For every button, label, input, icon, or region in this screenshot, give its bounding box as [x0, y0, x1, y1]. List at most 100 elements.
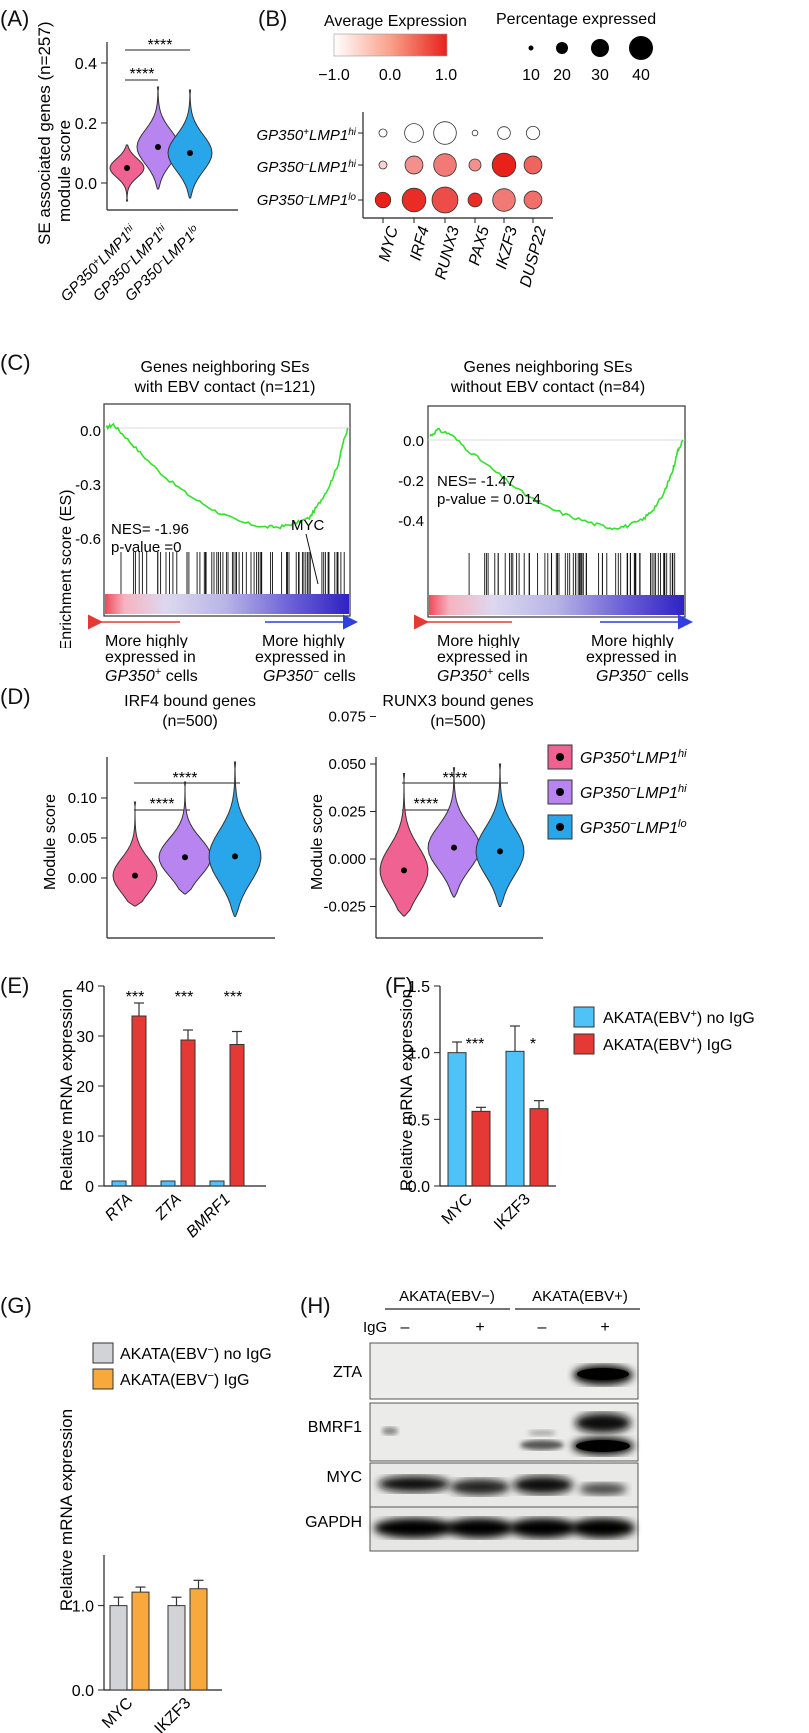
- e-ylabel: Relative mRNA expression: [57, 989, 76, 1191]
- d-right-ylabel: Module score: [309, 794, 326, 890]
- y-axis-label-a-1: SE associated genes (n=257): [35, 21, 54, 245]
- f-legend-0: AKATA(EBV+) no IgG: [603, 1008, 755, 1027]
- g-legend: AKATA(EBV−) no IgG AKATA(EBV−) IgG: [92, 1342, 272, 1390]
- pct-title: Percentage expressed: [496, 11, 656, 28]
- western-blot-h: AKATA(EBV−) AKATA(EBV+) IgG – + – + ZTA …: [305, 1288, 640, 1552]
- median-point-a-0: [124, 165, 130, 171]
- median-point-d-left-2: [232, 853, 238, 860]
- avg-tick-2: 1.0: [435, 67, 457, 84]
- blot-zta: [369, 1342, 639, 1400]
- h-igg-1: +: [475, 1319, 484, 1336]
- d-left-title-2: (n=500): [162, 713, 218, 730]
- dot-b-2-3: [467, 192, 483, 208]
- dot-b-2-1: [401, 187, 427, 213]
- c-left-arrow-right-3: GP350− cells: [263, 666, 356, 685]
- g-bar-0-0: [109, 1605, 128, 1691]
- pct-tick-0: 10: [522, 67, 540, 84]
- d-legend-0: GP350+LMP1hi: [580, 748, 687, 767]
- panel-label-f: (F): [385, 973, 414, 998]
- violin-a-2: [167, 89, 213, 199]
- dot-b-0-0: [378, 128, 388, 138]
- e-bar-1-0: [160, 1180, 176, 1187]
- f-sig-0: ***: [466, 1036, 485, 1053]
- e-xtick-0: RTA: [102, 1191, 136, 1225]
- c-left-ytick-0: 0.0: [80, 423, 101, 440]
- dot-b-0-5: [525, 125, 541, 141]
- dot-b-1-1: [404, 155, 424, 175]
- d-left-ytick-2: 0.10: [68, 790, 97, 807]
- violin-d-left-2: [208, 761, 262, 917]
- d-left-sig-0: ****: [150, 796, 175, 813]
- dot-b-0-4: [497, 126, 511, 140]
- dot-plot-b: Average Expression −1.0 0.0 1.0 Percenta…: [256, 11, 656, 289]
- y-tick-a-0: 0.0: [75, 176, 97, 193]
- col-label-b-4: IKZF3: [493, 225, 521, 272]
- panel-label-d: (D): [0, 684, 31, 709]
- bar-chart-g: Relative mRNA expression AKATA(EBV−) no …: [57, 1342, 272, 1733]
- dot-b-2-2: [431, 186, 459, 214]
- median-point-d-left-0: [132, 872, 138, 879]
- dot-b-1-2: [433, 153, 457, 177]
- g-bar-1-0: [167, 1605, 186, 1691]
- row-label-b-0: GP350+LMP1hi: [256, 127, 356, 145]
- c-left-myc-annot: MYC: [291, 517, 325, 534]
- e-bar-0-1: [131, 1015, 147, 1187]
- f-xtick-0: MYC: [439, 1191, 476, 1228]
- dot-b-1-5: [523, 155, 543, 175]
- d-right-title-1: RUNX3 bound genes: [382, 693, 533, 710]
- violin-chart-a: SE associated genes (n=257) module score…: [35, 21, 238, 300]
- median-point-d-right-2: [497, 848, 503, 855]
- f-bar-1-1: [529, 1108, 549, 1187]
- e-bar-1-1: [180, 1039, 196, 1187]
- avg-expr-title: Average Expression: [324, 13, 467, 30]
- h-group-1: AKATA(EBV−): [399, 1288, 495, 1305]
- c-left-arrow-left-2: expressed in: [105, 649, 196, 666]
- g-legend-0: AKATA(EBV−) no IgG: [120, 1344, 272, 1363]
- violin-d-right-0: [379, 773, 429, 917]
- median-point-d-right-0: [401, 867, 407, 874]
- c-right-pval: p-value = 0.014: [437, 491, 541, 508]
- c-right-ytick-2: -0.4: [398, 513, 424, 530]
- c-left-arrow-right-1: More highly: [262, 633, 345, 648]
- h-group-2: AKATA(EBV+): [532, 1288, 628, 1305]
- panel-c: (C) Genes neighboring SEs with EBV conta…: [0, 348, 809, 685]
- gsea-plots-c: Genes neighboring SEs with EBV contact (…: [58, 359, 693, 648]
- d-right-ytick-0: -0.025: [323, 899, 366, 916]
- panel-label-e: (E): [0, 973, 30, 998]
- d-right-ytick-1: 0.000: [328, 851, 366, 868]
- dot-b-0-1: [404, 123, 424, 143]
- c-left-arrow-left-3: GP350+ cells: [105, 666, 198, 685]
- y-tick-a-1: 0.2: [75, 116, 97, 133]
- panel-label-b: (B): [258, 6, 288, 31]
- dot-b-2-5: [523, 190, 543, 210]
- f-ylabel: Relative mRNA expression: [397, 989, 416, 1191]
- d-legend: GP350+LMP1hi GP350−LMP1hi GP350−LMP1lo: [547, 744, 687, 840]
- panel-label-g: (G): [0, 1293, 32, 1318]
- g-legend-1: AKATA(EBV−) IgG: [120, 1370, 249, 1389]
- pct-tick-3: 40: [632, 67, 650, 84]
- violin-a-0: [109, 144, 145, 202]
- row-label-b-1: GP350–LMP1hi: [257, 159, 357, 177]
- c-right-ytick-0: 0.0: [403, 433, 424, 450]
- g-ylabel: Relative mRNA expression: [57, 1409, 76, 1611]
- col-label-b-3: PAX5: [466, 225, 493, 268]
- y-axis-label-a-2: module score: [55, 120, 74, 222]
- c-right-ytick-1: -0.2: [398, 473, 424, 490]
- c-right-arrow-left-2: expressed in: [437, 649, 528, 666]
- f-sig-1: *: [530, 1036, 536, 1053]
- h-igg-0: –: [401, 1319, 410, 1336]
- panel-h: (H) AKATA(EBV−) AKATA(EBV+) IgG – + – + …: [300, 1265, 809, 1733]
- c-right-title-2: without EBV contact (n=84): [450, 379, 645, 396]
- dot-b-0-2: [433, 121, 457, 145]
- f-ytick-2: 1.0: [408, 1046, 430, 1063]
- f-legend-1: AKATA(EBV+) IgG: [603, 1035, 732, 1054]
- g-ytick-0: 0.0: [72, 1683, 94, 1700]
- g-xtick-0: MYC: [99, 1695, 136, 1732]
- avg-tick-0: −1.0: [318, 67, 350, 84]
- violin-charts-d: IRF4 bound genes (n=500) RUNX3 bound gen…: [42, 693, 687, 939]
- c-left-arrow-left-1: More highly: [105, 633, 188, 648]
- dot-b-2-0: [374, 191, 392, 209]
- c-right-rank-bar: [429, 595, 684, 615]
- median-point-d-left-1: [182, 854, 188, 861]
- d-legend-2: GP350−LMP1lo: [580, 818, 687, 837]
